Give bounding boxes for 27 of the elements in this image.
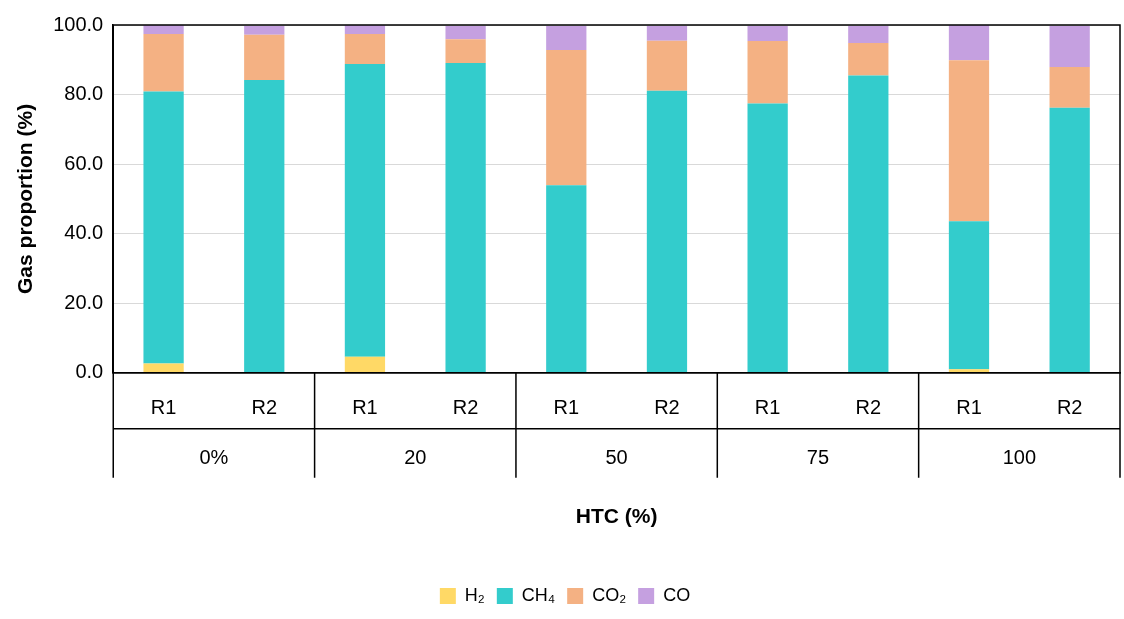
- x-tick-label: R2: [654, 396, 680, 419]
- y-tick-label: 80.0: [64, 82, 104, 105]
- x-tick-label: R1: [150, 396, 177, 419]
- text: 100: [1002, 446, 1037, 469]
- text: 0%: [199, 446, 229, 469]
- y-tick-label: 0.0: [75, 360, 104, 383]
- x-tick-label: R1: [553, 396, 580, 419]
- x-axis-title: HTC (%): [575, 504, 658, 528]
- y-tick-label: 60.0: [64, 151, 104, 174]
- legend-label: H₂: [464, 584, 485, 605]
- x-tick-label: R1: [956, 396, 982, 419]
- y-tick-label: 40.0: [64, 221, 104, 244]
- legend-label: CO: [663, 584, 691, 605]
- x-tick-label: R2: [1056, 396, 1083, 419]
- x-tick-label: R2: [855, 396, 882, 419]
- y-tick-label: 100.0: [53, 12, 104, 35]
- text: 20: [404, 446, 427, 469]
- x-tick-label: R1: [754, 396, 781, 419]
- y-axis-title: Gas proportion (%): [13, 103, 37, 294]
- legend-label: CH₄: [521, 584, 556, 605]
- y-tick-label: 20.0: [64, 290, 104, 313]
- legend-label: CO₂: [592, 584, 627, 605]
- x-tick-label: R1: [352, 396, 378, 419]
- x-tick-label: R2: [452, 396, 479, 419]
- x-tick-label: R2: [251, 396, 278, 419]
- text: 50: [605, 446, 628, 469]
- text: 75: [806, 446, 830, 469]
